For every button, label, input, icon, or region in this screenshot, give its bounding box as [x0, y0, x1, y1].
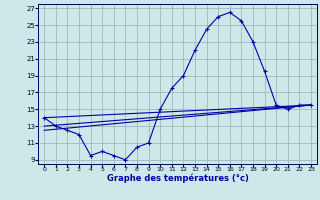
- X-axis label: Graphe des températures (°c): Graphe des températures (°c): [107, 174, 249, 183]
